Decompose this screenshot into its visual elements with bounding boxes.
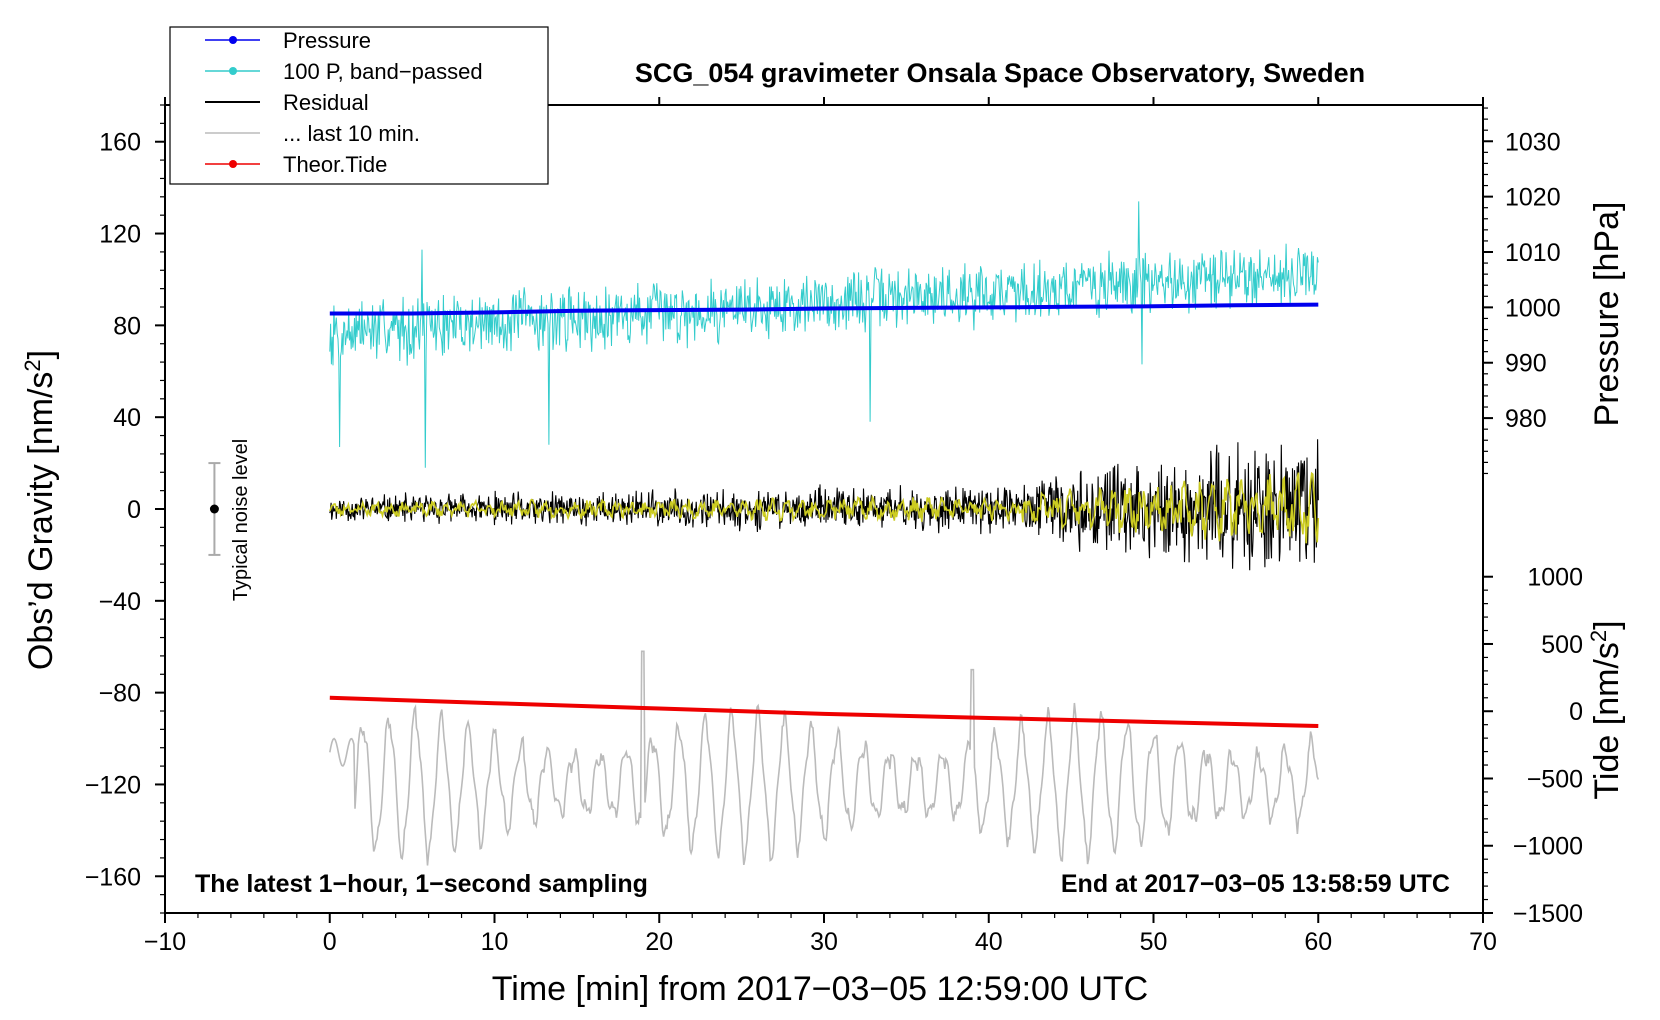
- legend-marker: [229, 67, 237, 75]
- x-tick-label: 40: [975, 928, 1003, 956]
- legend-items: Pressure 100 P, band−passed Residual ... la…: [205, 28, 483, 177]
- pressure-tick-label: 1000: [1505, 294, 1561, 322]
- y-left-tick-label: −160: [85, 863, 141, 891]
- y-left-tick-label: 80: [113, 312, 141, 340]
- legend: Pressure 100 P, band−passed Residual ... la…: [169, 26, 549, 185]
- series-layer: [329, 201, 1320, 866]
- noise-level-label: Typical noise level: [230, 439, 252, 601]
- y-left-tick-label: −40: [99, 588, 141, 616]
- y-left-tick-label: −120: [85, 771, 141, 799]
- noise-level-indicator: [208, 462, 221, 556]
- tide-tick-label: 500: [1541, 631, 1583, 659]
- legend-marker: [229, 36, 237, 44]
- axes-layer: −10 0 10 20 30 40 50 60 70−160−120−80−4004080120…: [85, 97, 1583, 956]
- tide-tick-label: −1500: [1513, 900, 1583, 928]
- x-tick-label: 30: [810, 928, 838, 956]
- tide-tick-label: 0: [1569, 698, 1583, 726]
- series-theoretical-tide: [329, 695, 1319, 728]
- legend-label: Pressure: [283, 28, 371, 53]
- x-tick-label: −10: [144, 928, 186, 956]
- x-tick-label: 60: [1304, 928, 1332, 956]
- legend-label: ... last 10 min.: [283, 121, 420, 146]
- y-axis-right-pressure-title: Pressure [hPa]: [1588, 202, 1626, 427]
- pressure-tick-label: 990: [1505, 350, 1547, 378]
- y-left-tick-label: 40: [113, 404, 141, 432]
- x-axis-title: Time [min] from 2017−03−05 12:59:00 UTC: [492, 970, 1148, 1008]
- y-left-tick-label: 0: [127, 496, 141, 524]
- pressure-tick-label: 1010: [1505, 239, 1561, 267]
- legend-box: [169, 26, 549, 185]
- tide-tick-label: −1000: [1513, 833, 1583, 861]
- chart-title: SCG_054 gravimeter Onsala Space Observat…: [635, 58, 1365, 88]
- x-tick-label: 0: [323, 928, 337, 956]
- y-axis-left-title: Obs’d Gravity [nm/s2]: [20, 350, 61, 670]
- pressure-tick-label: 1020: [1505, 184, 1561, 212]
- x-tick-label: 20: [645, 928, 673, 956]
- legend-label: Theor.Tide: [283, 152, 387, 177]
- pressure-tick-label: 980: [1505, 405, 1547, 433]
- tide-tick-label: 1000: [1527, 564, 1583, 592]
- legend-label: 100 P, band−passed: [283, 59, 483, 84]
- noise-center-dot: [209, 504, 219, 514]
- annotation-end-time: End at 2017−03−05 13:58:59 UTC: [1061, 870, 1450, 898]
- y-left-tick-label: 120: [99, 221, 141, 249]
- tide-tick-label: −500: [1527, 765, 1583, 793]
- x-tick-label: 70: [1469, 928, 1497, 956]
- series-bandpassed-pressure: [329, 201, 1319, 468]
- series-last-10-min: [329, 650, 1320, 866]
- pressure-tick-label: 1030: [1505, 128, 1561, 156]
- y-left-tick-label: −80: [99, 680, 141, 708]
- y-left-tick-label: 160: [99, 129, 141, 157]
- legend-label: Residual: [283, 90, 369, 115]
- series-residual-smoothed: [329, 471, 1320, 544]
- series-pressure: [329, 302, 1319, 316]
- y-axis-right-tide-title: Tide [nm/s2]: [1586, 620, 1627, 799]
- legend-marker: [229, 160, 237, 168]
- x-tick-label: 10: [481, 928, 509, 956]
- x-tick-label: 50: [1140, 928, 1168, 956]
- annotation-sampling: The latest 1−hour, 1−second sampling: [195, 870, 648, 898]
